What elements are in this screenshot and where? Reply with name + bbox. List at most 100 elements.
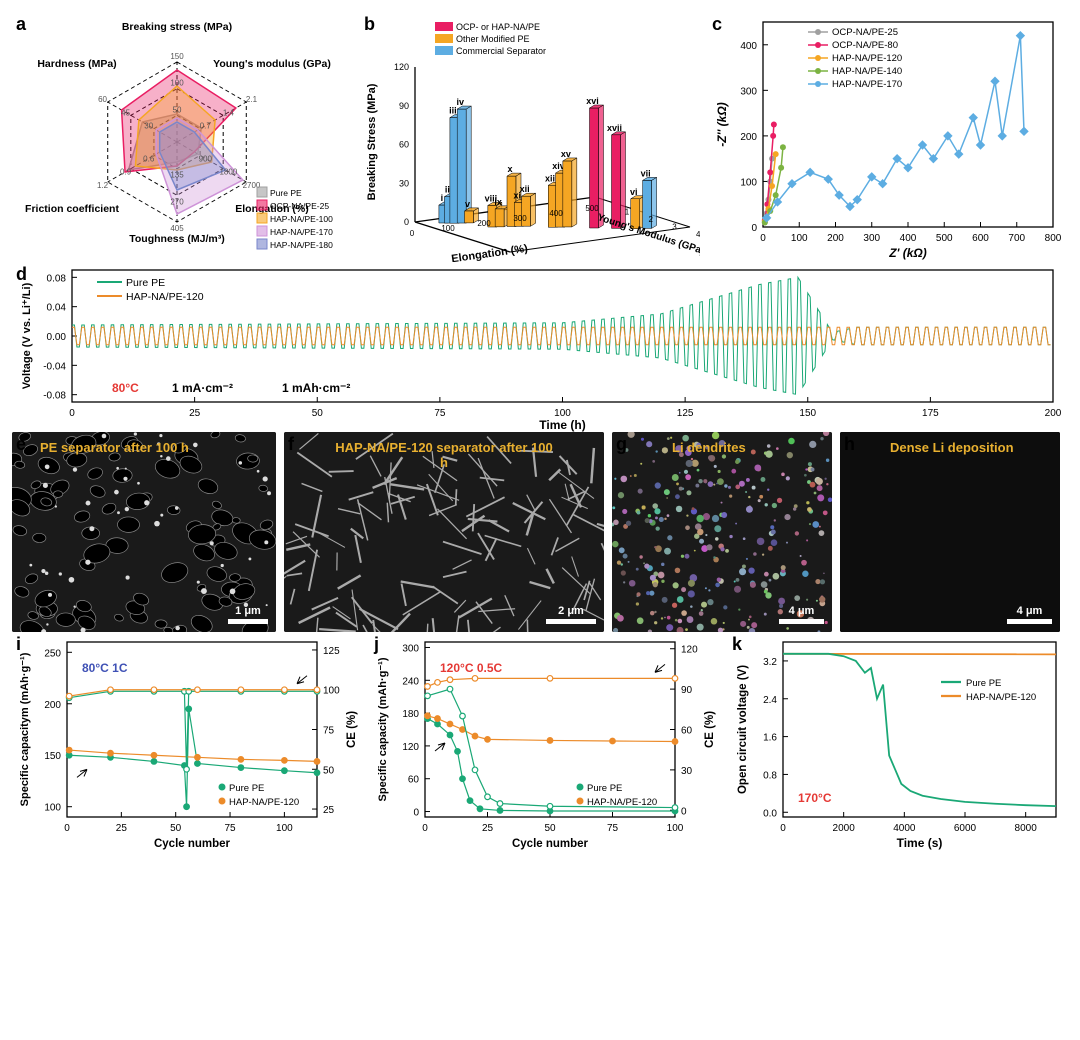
cycling-chart: 0255075100125150175200-0.08-0.040.000.04…: [12, 262, 1068, 432]
svg-text:0.08: 0.08: [47, 273, 67, 284]
svg-text:75: 75: [607, 823, 619, 834]
panel-e: e PE separator after 100 h 1 μm: [12, 432, 276, 632]
svg-text:OCP- or HAP-NA/PE: OCP- or HAP-NA/PE: [456, 22, 540, 32]
sem-g-caption: Li dendrites: [672, 440, 746, 455]
svg-text:200: 200: [827, 233, 844, 244]
svg-text:175: 175: [922, 408, 939, 419]
svg-text:500: 500: [585, 204, 599, 213]
svg-text:800: 800: [1045, 233, 1062, 244]
panel-a-label: a: [16, 14, 26, 35]
svg-text:60: 60: [399, 140, 409, 150]
panel-f-label: f: [288, 434, 294, 455]
svg-text:75: 75: [434, 408, 446, 419]
scalebar-h: 4 μm: [1007, 605, 1052, 624]
svg-text:8000: 8000: [1015, 823, 1038, 834]
svg-text:OCP-NA/PE-25: OCP-NA/PE-25: [832, 27, 898, 38]
svg-text:2000: 2000: [833, 823, 856, 834]
svg-text:Pure PE: Pure PE: [270, 188, 302, 198]
svg-text:30: 30: [681, 766, 693, 777]
svg-text:-Z'' (kΩ): -Z'' (kΩ): [715, 102, 729, 146]
svg-text:100: 100: [44, 803, 61, 814]
svg-text:50: 50: [544, 823, 556, 834]
svg-text:125: 125: [677, 408, 694, 419]
panel-a: a Breaking stress (MPa) Young's modulus (…: [12, 12, 352, 262]
svg-text:0: 0: [410, 229, 415, 238]
svg-text:4: 4: [696, 230, 700, 239]
panel-d: d 0255075100125150175200-0.08-0.040.000.…: [12, 262, 1068, 432]
svg-text:405: 405: [170, 224, 184, 233]
svg-text:Breaking Stress (MPa): Breaking Stress (MPa): [366, 83, 378, 200]
svg-text:240: 240: [402, 676, 419, 687]
svg-text:Cycle number: Cycle number: [154, 838, 231, 850]
svg-text:100: 100: [276, 823, 293, 834]
svg-text:HAP-NA/PE-140: HAP-NA/PE-140: [832, 66, 902, 77]
svg-text:1.2: 1.2: [97, 181, 109, 190]
svg-text:Commercial Separator: Commercial Separator: [456, 46, 546, 56]
svg-text:xvii: xvii: [607, 123, 622, 133]
panel-b-label: b: [364, 14, 375, 35]
bar3d-chart: iiiiiiivvviiiixxxixiixiiixivxvxvixviiviv…: [360, 12, 700, 262]
svg-text:700: 700: [1008, 233, 1025, 244]
scalebar-g: 4 μm: [779, 605, 824, 624]
svg-text:125: 125: [323, 646, 340, 657]
panel-g-label: g: [616, 434, 627, 455]
svg-text:400: 400: [549, 209, 563, 218]
svg-text:300: 300: [513, 214, 527, 223]
svg-text:25: 25: [482, 823, 494, 834]
svg-text:HAP-NA/PE-170: HAP-NA/PE-170: [832, 79, 902, 90]
svg-text:-0.08: -0.08: [43, 391, 66, 402]
panel-i: i 0255075100100150200250255075100125Cycl…: [12, 632, 362, 852]
svg-text:Other Modified PE: Other Modified PE: [456, 34, 530, 44]
svg-text:Pure PE: Pure PE: [966, 678, 1001, 689]
svg-text:2.1: 2.1: [246, 95, 258, 104]
svg-text:v: v: [465, 199, 470, 209]
svg-text:Pure PE: Pure PE: [126, 277, 165, 289]
svg-text:xii: xii: [520, 184, 530, 194]
svg-text:Specific capacity (mAh·g⁻¹): Specific capacity (mAh·g⁻¹): [377, 657, 389, 801]
svg-text:170°C: 170°C: [798, 791, 832, 805]
svg-text:25: 25: [323, 805, 335, 816]
svg-text:i: i: [441, 193, 444, 203]
sem-image-g: [612, 432, 832, 632]
svg-text:0: 0: [404, 217, 409, 227]
svg-text:0: 0: [422, 823, 428, 834]
svg-text:Young's modulus (GPa): Young's modulus (GPa): [213, 58, 331, 70]
svg-text:150: 150: [170, 52, 184, 61]
svg-text:180: 180: [402, 709, 419, 720]
svg-text:1 mAh·cm⁻²: 1 mAh·cm⁻²: [282, 381, 350, 395]
svg-text:0: 0: [69, 408, 75, 419]
svg-text:75: 75: [224, 823, 236, 834]
svg-text:CE (%): CE (%): [346, 711, 358, 748]
svg-text:600: 600: [972, 233, 989, 244]
svg-text:HAP-NA/PE-120: HAP-NA/PE-120: [126, 291, 204, 303]
figure: a Breaking stress (MPa) Young's modulus (…: [0, 0, 1080, 864]
panel-k: k 020004000600080000.00.81.62.43.2Time (…: [728, 632, 1068, 852]
panel-d-label: d: [16, 264, 27, 285]
svg-text:200: 200: [1045, 408, 1062, 419]
svg-text:60: 60: [98, 95, 107, 104]
panel-c-label: c: [712, 14, 722, 35]
svg-text:x: x: [507, 164, 512, 174]
svg-text:0.7: 0.7: [200, 122, 212, 131]
svg-text:HAP-NA/PE-120: HAP-NA/PE-120: [587, 797, 657, 808]
cycle-chart-j: 02550751000601201802403000306090120Cycle…: [370, 632, 720, 852]
svg-text:CE (%): CE (%): [704, 711, 716, 748]
cycle-chart-i: 0255075100100150200250255075100125Cycle …: [12, 632, 362, 852]
svg-text:1800: 1800: [219, 168, 237, 177]
svg-text:120: 120: [394, 62, 409, 72]
svg-text:Specific capacitym (mAh·g⁻¹): Specific capacitym (mAh·g⁻¹): [19, 652, 31, 806]
svg-text:135: 135: [170, 171, 184, 180]
svg-text:0.0: 0.0: [763, 808, 777, 819]
svg-text:HAP-NA/PE-120: HAP-NA/PE-120: [966, 692, 1036, 703]
svg-text:25: 25: [189, 408, 201, 419]
svg-text:30: 30: [144, 122, 153, 131]
svg-text:Breaking stress (MPa): Breaking stress (MPa): [122, 21, 232, 33]
svg-text:500: 500: [936, 233, 953, 244]
svg-text:0: 0: [760, 233, 766, 244]
svg-text:300: 300: [740, 86, 757, 97]
panel-k-label: k: [732, 634, 742, 655]
svg-text:vii: vii: [641, 168, 651, 178]
svg-text:Voltage (V vs. Li⁺/Li): Voltage (V vs. Li⁺/Li): [21, 282, 33, 389]
svg-text:4000: 4000: [893, 823, 916, 834]
svg-text:OCP-NA/PE-25: OCP-NA/PE-25: [270, 201, 329, 211]
